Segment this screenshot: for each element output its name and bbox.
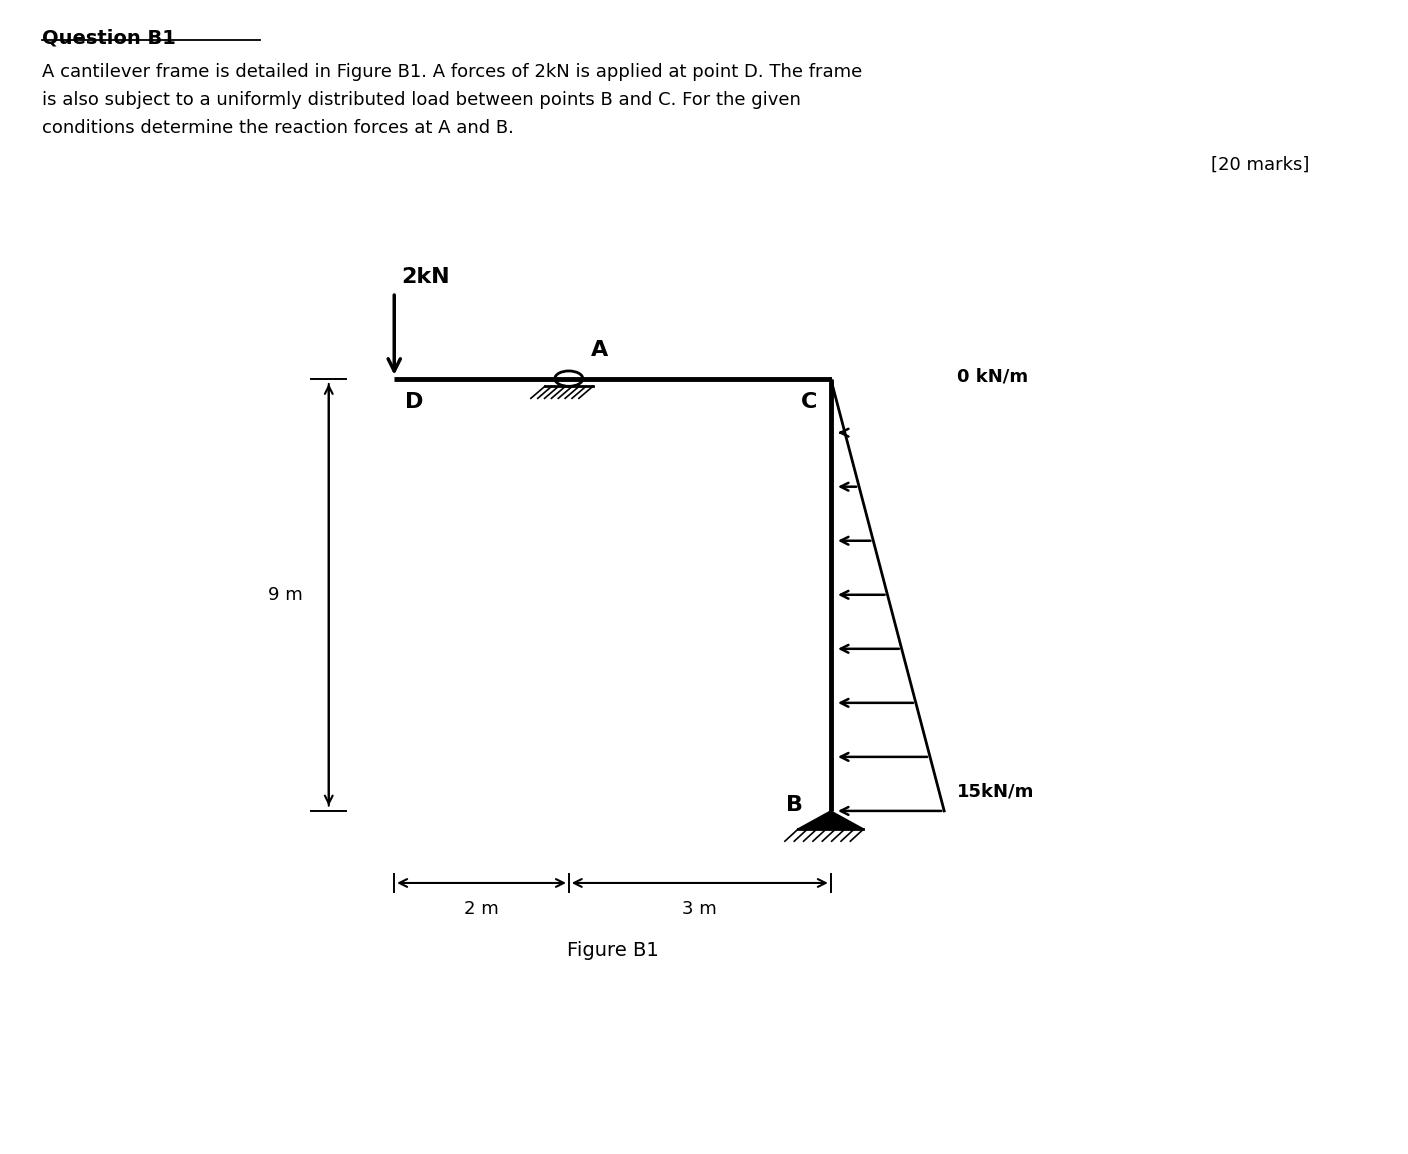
Text: A cantilever frame is detailed in Figure B1. A forces of 2kN is applied at point: A cantilever frame is detailed in Figure… [42,63,863,82]
Text: A: A [591,340,608,360]
Text: 9 m: 9 m [268,586,303,604]
Text: 15kN/m: 15kN/m [957,782,1035,801]
Text: is also subject to a uniformly distributed load between points B and C. For the : is also subject to a uniformly distribut… [42,91,801,110]
Text: conditions determine the reaction forces at A and B.: conditions determine the reaction forces… [42,119,514,137]
Text: 0 kN/m: 0 kN/m [957,367,1028,385]
Text: [20 marks]: [20 marks] [1211,156,1309,174]
Text: 3 m: 3 m [683,900,717,917]
Text: D: D [404,392,422,412]
Text: C: C [801,392,818,412]
Polygon shape [797,811,865,830]
Text: 2 m: 2 m [465,900,498,917]
Text: B: B [786,795,803,815]
Text: 2kN: 2kN [401,268,449,287]
Text: Figure B1: Figure B1 [566,941,659,960]
Text: Question B1: Question B1 [42,29,176,47]
